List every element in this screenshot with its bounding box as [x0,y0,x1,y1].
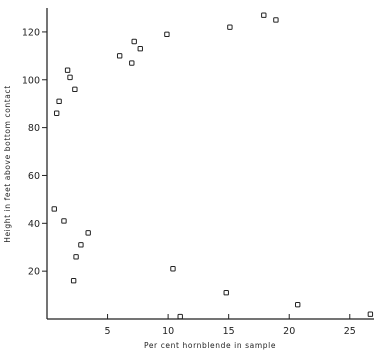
data-point [129,60,135,66]
x-tick-group: 5 10 15 20 25 [105,314,356,337]
data-point [170,266,176,272]
x-tick-label: 10 [162,326,174,337]
data-point [116,53,123,59]
y-tick-label: 120 [22,27,40,38]
data-point [78,242,84,248]
data-point [131,38,137,45]
y-tick-label: 20 [28,267,40,278]
x-tick-label: 15 [223,326,235,337]
data-point [70,278,77,284]
x-tick-label: 25 [344,326,356,337]
data-point [227,24,233,30]
y-tick-group: 20 40 60 80 100 120 [22,27,47,278]
x-tick-label: 5 [105,326,111,337]
axes [46,8,374,320]
data-point [64,67,71,73]
data-point [261,12,267,18]
data-point [273,17,279,23]
data-point [85,230,91,236]
x-axis-title: Per cent hornblende in sample [144,341,276,350]
data-point [177,313,183,320]
y-tick-label: 80 [28,123,40,134]
data-point [53,110,60,116]
data-point [72,86,78,93]
data-point [367,311,374,317]
data-point [56,98,62,104]
data-point [51,206,57,212]
data-points [51,12,374,320]
data-point [73,254,79,260]
data-point [164,31,170,38]
data-point [223,289,229,296]
data-point [61,218,67,224]
data-point [295,301,301,308]
data-point [67,74,73,81]
y-axis-title: Height in feet above bottom contact [3,85,12,243]
y-tick-label: 100 [22,75,40,86]
y-tick-label: 40 [28,219,40,230]
data-point [137,45,143,52]
x-tick-label: 20 [283,326,295,337]
y-tick-label: 60 [28,171,40,182]
